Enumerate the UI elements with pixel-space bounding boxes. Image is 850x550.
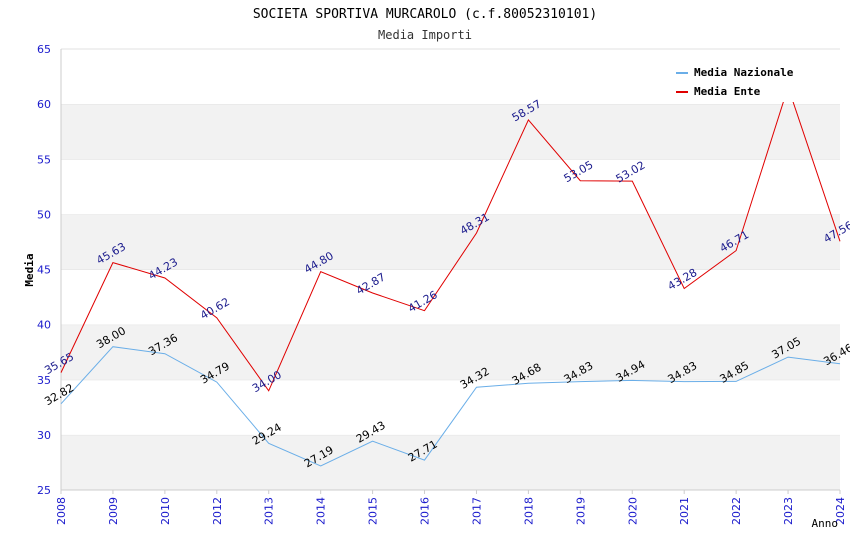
legend-label: Media Ente xyxy=(694,85,761,98)
x-tick-label: 2017 xyxy=(470,497,483,525)
grid-band xyxy=(61,324,840,380)
legend-box xyxy=(670,60,809,102)
y-axis-label: Media xyxy=(23,253,36,286)
chart-title: SOCIETA SPORTIVA MURCAROLO (c.f.80052310… xyxy=(253,7,597,22)
x-tick-label: 2024 xyxy=(834,497,847,525)
grid-band xyxy=(61,104,840,160)
x-tick-label: 2020 xyxy=(626,497,639,525)
y-tick-label: 35 xyxy=(37,374,51,387)
grid-band xyxy=(61,269,840,325)
y-tick-label: 45 xyxy=(37,264,51,277)
x-tick-label: 2010 xyxy=(159,497,172,525)
legend: Media Nazionale Media Ente xyxy=(670,60,809,102)
series-line-media-ente xyxy=(60,85,841,392)
y-tick-label: 55 xyxy=(37,153,51,166)
x-tick-label: 2009 xyxy=(107,497,120,525)
x-tick-label: 2019 xyxy=(574,497,587,525)
grid-band xyxy=(61,214,840,270)
series-layer xyxy=(60,85,841,467)
axes: 25 30 35 40 45 50 55 60 65 2008 2009 2010 2012 2013 20… xyxy=(37,43,847,525)
y-tick-label: 60 xyxy=(37,98,51,111)
y-tick-label: 40 xyxy=(37,319,51,332)
y-tick-label: 25 xyxy=(37,484,51,497)
legend-label: Media Nazionale xyxy=(694,66,794,79)
x-axis-label: Anno xyxy=(812,517,839,530)
x-tick-label: 2023 xyxy=(782,497,795,525)
x-tick-label: 2016 xyxy=(419,497,432,525)
x-tick-label: 2013 xyxy=(263,497,276,525)
x-tick-label: 2012 xyxy=(211,497,224,525)
y-tick-label: 30 xyxy=(37,429,51,442)
y-tick-label: 50 xyxy=(37,208,51,221)
x-tick-label: 2018 xyxy=(522,497,535,525)
x-tick-label: 2014 xyxy=(315,497,328,525)
grid-band xyxy=(61,159,840,215)
chart-subtitle: Media Importi xyxy=(378,28,472,42)
x-tick-label: 2022 xyxy=(730,497,743,525)
grid-band xyxy=(61,434,840,490)
x-tick-label: 2021 xyxy=(678,497,691,525)
x-tick-label: 2015 xyxy=(367,497,380,525)
series-line-media-nazionale xyxy=(60,346,841,467)
grid-band xyxy=(61,379,840,435)
x-tick-label: 2008 xyxy=(55,497,68,525)
y-tick-label: 65 xyxy=(37,43,51,56)
